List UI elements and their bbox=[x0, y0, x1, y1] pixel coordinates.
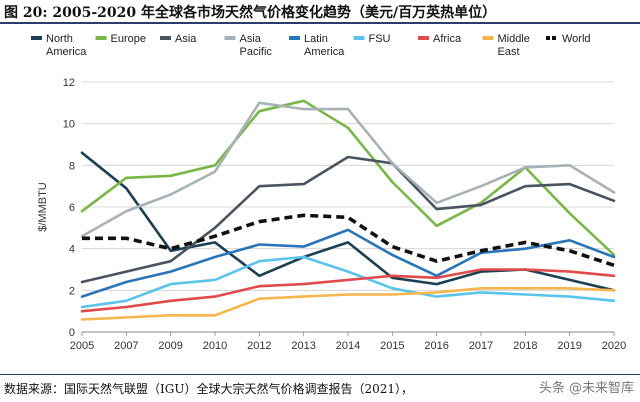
figure-title-bar: 图 20: 2005-2020 年全球各市场天然气价格变化趋势（美元/百万英热单… bbox=[0, 0, 640, 24]
legend-label: FSU bbox=[369, 33, 391, 45]
legend-label-line: North bbox=[46, 33, 73, 45]
legend-item-asia-pacific: Asia Pacific bbox=[224, 33, 273, 58]
legend-label-line: Middle bbox=[498, 33, 530, 45]
series-line-africa bbox=[80, 268, 616, 313]
x-tick-label: 2015 bbox=[380, 340, 404, 352]
legend-item-middle-east: Middle East bbox=[482, 33, 530, 58]
figure-title: 图 20: 2005-2020 年全球各市场天然气价格变化趋势（美元/百万英热单… bbox=[4, 5, 497, 21]
legend-label: Europe bbox=[111, 33, 146, 45]
series-line-middle-east bbox=[80, 286, 616, 321]
watermark-text: 头条 @未来智库 bbox=[538, 381, 634, 396]
legend-label: Africa bbox=[433, 33, 462, 45]
x-tick-label: 2020 bbox=[602, 340, 626, 352]
y-tick-label: 8 bbox=[69, 160, 75, 172]
legend-label-line: FSU bbox=[369, 33, 391, 45]
legend-item-europe: Europe bbox=[95, 33, 146, 45]
series-line-latin-america bbox=[80, 228, 616, 298]
y-tick-label: 10 bbox=[63, 119, 75, 131]
legend-item-world: World bbox=[546, 33, 591, 45]
x-tick-label: 2018 bbox=[513, 340, 537, 352]
legend-label: World bbox=[562, 33, 591, 45]
x-tick-label: 2019 bbox=[557, 340, 581, 352]
series-line-fsu bbox=[80, 255, 616, 309]
y-tick-label: 12 bbox=[63, 77, 75, 89]
legend-item-north-america: North America bbox=[31, 33, 87, 58]
series-line-asia-pacific bbox=[80, 101, 616, 238]
legend-item-latin-america: Latin America bbox=[289, 33, 345, 58]
y-tick-label: 0 bbox=[69, 327, 75, 339]
y-axis-label: $/MMBTU bbox=[37, 182, 49, 232]
footer-divider bbox=[0, 374, 640, 375]
x-tick-label: 2009 bbox=[158, 340, 182, 352]
y-tick-label: 4 bbox=[69, 244, 75, 256]
legend-label-line: Pacific bbox=[240, 46, 273, 58]
source-note: 数据来源：国际天然气联盟（IGU）全球大宗天然气价格调查报告（2021）， bbox=[4, 382, 413, 396]
legend-label: Middle East bbox=[498, 33, 530, 58]
chart-axes: 0 2 4 6 8 10 12 2005 2007 2009 2010 2012 2013 2014 201… bbox=[37, 77, 626, 352]
legend-label-line: America bbox=[46, 46, 87, 58]
legend-item-africa: Africa bbox=[418, 33, 462, 45]
x-tick-label: 2013 bbox=[291, 340, 315, 352]
legend-label-line: Asia bbox=[240, 33, 262, 45]
x-tick-label: 2005 bbox=[70, 340, 94, 352]
legend-label-line: East bbox=[498, 46, 520, 58]
legend-label-line: America bbox=[304, 46, 345, 58]
x-tick-label: 2007 bbox=[114, 340, 138, 352]
x-tick-label: 2014 bbox=[336, 340, 360, 352]
chart-series bbox=[80, 99, 616, 321]
legend-label-line: Asia bbox=[175, 33, 197, 45]
x-tick-label: 2012 bbox=[247, 340, 271, 352]
x-tick-label: 2010 bbox=[203, 340, 227, 352]
chart-area: North America Europe Asia Asia Pacific Latin Am… bbox=[0, 24, 640, 372]
source-footer: 数据来源：国际天然气联盟（IGU）全球大宗天然气价格调查报告（2021）， 头条… bbox=[0, 372, 640, 402]
legend-label-line: World bbox=[562, 33, 591, 45]
x-tick-label: 2017 bbox=[469, 340, 493, 352]
legend-label-line: Europe bbox=[111, 33, 146, 45]
series-line-world bbox=[82, 213, 615, 268]
series-line-asia bbox=[80, 155, 616, 284]
legend-item-asia: Asia bbox=[160, 33, 197, 45]
y-tick-label: 6 bbox=[69, 202, 75, 214]
legend-item-fsu: FSU bbox=[353, 33, 391, 45]
legend-label: Asia bbox=[175, 33, 197, 45]
legend-label: Asia Pacific bbox=[240, 33, 273, 58]
legend-label-line: Latin bbox=[304, 33, 328, 45]
x-tick-label: 2016 bbox=[424, 340, 448, 352]
y-tick-label: 2 bbox=[69, 285, 75, 297]
legend-label-line: Africa bbox=[433, 33, 462, 45]
legend-label: North America bbox=[46, 33, 87, 58]
legend-label: Latin America bbox=[304, 33, 345, 58]
title-divider bbox=[0, 22, 640, 24]
